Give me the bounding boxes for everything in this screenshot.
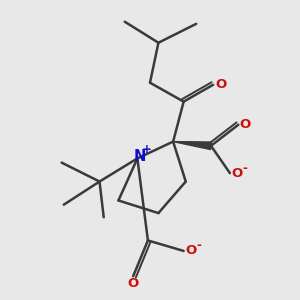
Text: N: N: [133, 149, 146, 164]
Polygon shape: [173, 142, 212, 150]
Text: O: O: [186, 244, 197, 257]
Text: O: O: [239, 118, 251, 131]
Text: -: -: [243, 162, 248, 175]
Text: +: +: [142, 143, 152, 156]
Text: O: O: [232, 167, 243, 180]
Text: O: O: [215, 78, 226, 91]
Text: -: -: [196, 239, 201, 252]
Text: O: O: [128, 277, 139, 290]
